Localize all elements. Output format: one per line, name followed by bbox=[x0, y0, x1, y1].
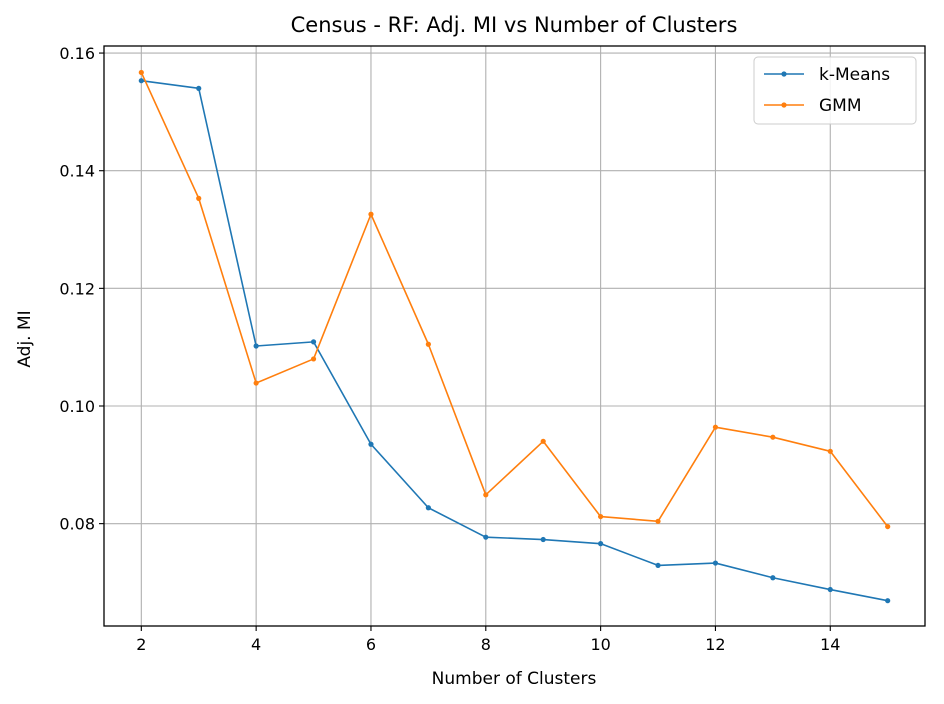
y-tick-label: 0.08 bbox=[59, 515, 95, 534]
data-point-gmm bbox=[598, 513, 604, 520]
legend-label-k-means: k-Means bbox=[819, 65, 890, 85]
data-point-k-means bbox=[368, 441, 374, 447]
data-point-gmm bbox=[712, 424, 719, 430]
data-point-gmm bbox=[483, 492, 489, 498]
x-tick-label: 4 bbox=[251, 635, 261, 654]
data-point-k-means bbox=[425, 505, 431, 511]
data-point-k-means bbox=[483, 534, 489, 540]
legend-marker-gmm bbox=[781, 102, 787, 108]
data-point-k-means bbox=[196, 85, 202, 91]
x-axis-title: Number of Clusters bbox=[432, 669, 597, 689]
data-point-gmm bbox=[540, 438, 546, 444]
data-point-k-means bbox=[540, 536, 546, 543]
y-tick-label: 0.16 bbox=[59, 44, 95, 63]
series-line-gmm bbox=[140, 72, 889, 528]
data-point-gmm bbox=[827, 448, 833, 454]
data-point-gmm bbox=[655, 518, 661, 524]
data-point-gmm bbox=[368, 211, 374, 217]
y-tick-label: 0.14 bbox=[59, 162, 95, 181]
x-tick-label: 6 bbox=[366, 635, 376, 654]
data-point-gmm bbox=[196, 195, 202, 201]
x-tick-label: 8 bbox=[481, 635, 491, 654]
plot-frame bbox=[103, 45, 926, 627]
data-point-k-means bbox=[770, 575, 776, 581]
legend-label-gmm: GMM bbox=[819, 96, 862, 116]
x-tick-label: 2 bbox=[136, 635, 146, 654]
x-tick-label: 10 bbox=[590, 635, 610, 654]
y-tick-label: 0.10 bbox=[59, 397, 95, 416]
grid-layer bbox=[104, 46, 925, 626]
x-tick-label: 12 bbox=[705, 635, 725, 654]
y-axis-title: Adj. MI bbox=[15, 310, 35, 367]
y-tick-label: 0.12 bbox=[59, 279, 95, 298]
legend: k-Means GMM bbox=[753, 56, 917, 125]
legend-marker-k-means bbox=[781, 71, 787, 77]
data-point-k-means bbox=[827, 586, 833, 593]
x-tick-label: 14 bbox=[820, 635, 840, 654]
data-point-k-means bbox=[655, 562, 661, 569]
data-point-gmm bbox=[138, 69, 144, 76]
data-point-k-means bbox=[712, 560, 719, 566]
tick-layer: 2 4 6 8 10 12 14 0.08 0.10 0.12 0.14 0.16 bbox=[59, 44, 840, 654]
chart-title: Census - RF: Adj. MI vs Number of Cluste… bbox=[291, 13, 738, 37]
data-point-k-means bbox=[310, 339, 317, 345]
data-point-gmm bbox=[425, 341, 431, 347]
series-layer bbox=[138, 69, 891, 604]
series-line-k-means bbox=[141, 79, 888, 602]
data-point-k-means bbox=[885, 598, 891, 604]
data-point-k-means bbox=[598, 541, 604, 547]
data-point-k-means bbox=[253, 343, 259, 349]
data-point-k-means bbox=[138, 78, 144, 84]
data-point-gmm bbox=[770, 434, 776, 440]
data-point-gmm bbox=[885, 523, 891, 530]
data-point-gmm bbox=[253, 380, 259, 386]
data-point-gmm bbox=[310, 356, 317, 362]
